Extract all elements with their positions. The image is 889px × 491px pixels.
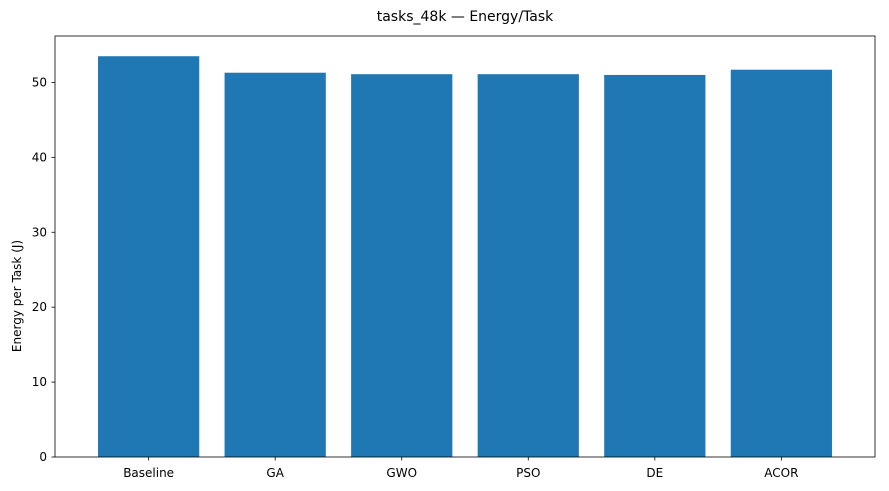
bars-group: [98, 56, 832, 458]
plot-frame: [54, 35, 876, 458]
y-axis-ticks: 0 10 20 30 40 50: [32, 75, 55, 464]
x-tick-label: DE: [646, 466, 663, 480]
x-tick-label: PSO: [516, 466, 540, 480]
y-tick-label: 10: [32, 375, 47, 389]
y-axis-title: Energy per Task (J): [10, 240, 24, 352]
bar-gwo: [351, 74, 453, 458]
y-tick-label: 0: [39, 450, 47, 464]
bar-acor: [730, 69, 832, 457]
x-tick-label: Baseline: [123, 466, 174, 480]
bar-pso: [477, 74, 579, 458]
chart-title: tasks_48k — Energy/Task: [377, 9, 554, 25]
bar-de: [604, 74, 706, 457]
x-axis-ticks: Baseline GA GWO PSO DE ACOR: [123, 457, 798, 480]
y-tick-label: 50: [32, 75, 47, 89]
bar-ga: [224, 72, 326, 457]
x-tick-label: ACOR: [764, 466, 798, 480]
y-tick-label: 40: [32, 150, 47, 164]
y-tick-label: 30: [32, 225, 47, 239]
bar-baseline: [98, 56, 200, 457]
x-tick-label: GWO: [386, 466, 417, 480]
x-tick-label: GA: [266, 466, 284, 480]
y-tick-label: 20: [32, 300, 47, 314]
